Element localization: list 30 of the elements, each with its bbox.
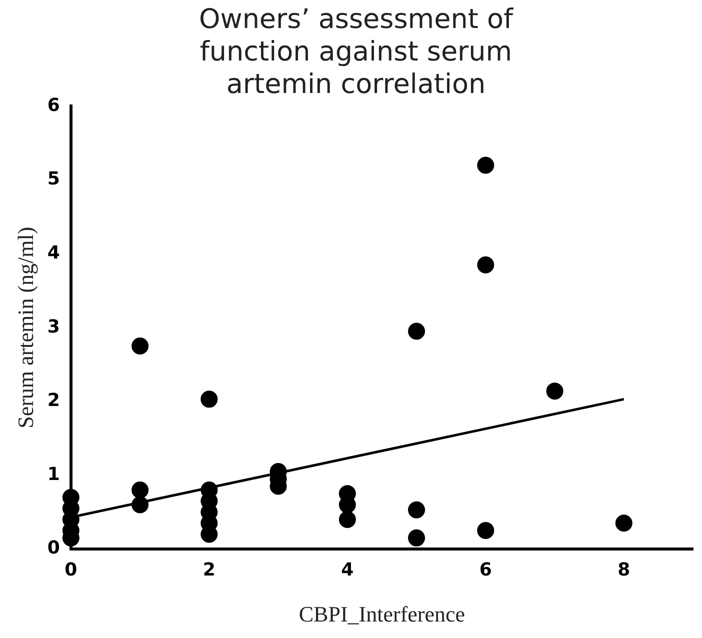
x-tick-label: 8 <box>618 559 630 580</box>
y-tick-label: 4 <box>47 242 60 264</box>
point <box>477 156 494 174</box>
x-tick-label: 4 <box>341 559 354 580</box>
y-tick-label: 5 <box>47 168 60 190</box>
point <box>338 510 356 528</box>
point <box>546 382 564 400</box>
y-tick-label: 3 <box>47 316 60 338</box>
y-tick-label: 1 <box>47 464 60 485</box>
point <box>200 390 218 408</box>
point <box>477 522 494 540</box>
point <box>132 481 149 498</box>
y-tick-label: 2 <box>47 390 60 412</box>
point <box>408 501 426 518</box>
point <box>615 514 632 532</box>
y-tick-label: 6 <box>47 94 60 116</box>
x-tick-label: 6 <box>479 559 492 580</box>
x-tick-label: 0 <box>64 559 78 580</box>
point <box>408 529 426 546</box>
point <box>408 322 426 340</box>
y-axis-title: Serum artemin (ng/ml) <box>12 226 38 428</box>
x-axis-title: CBPI_Interference <box>298 602 466 627</box>
text: artemin correlation <box>226 69 486 100</box>
text: function against serum <box>200 36 512 68</box>
point <box>132 338 149 355</box>
point <box>132 496 149 514</box>
point <box>477 256 494 274</box>
y-tick-label: 0 <box>47 538 60 559</box>
text: Owners’ assessment of <box>198 4 514 36</box>
x-tick-label: 2 <box>202 559 216 580</box>
